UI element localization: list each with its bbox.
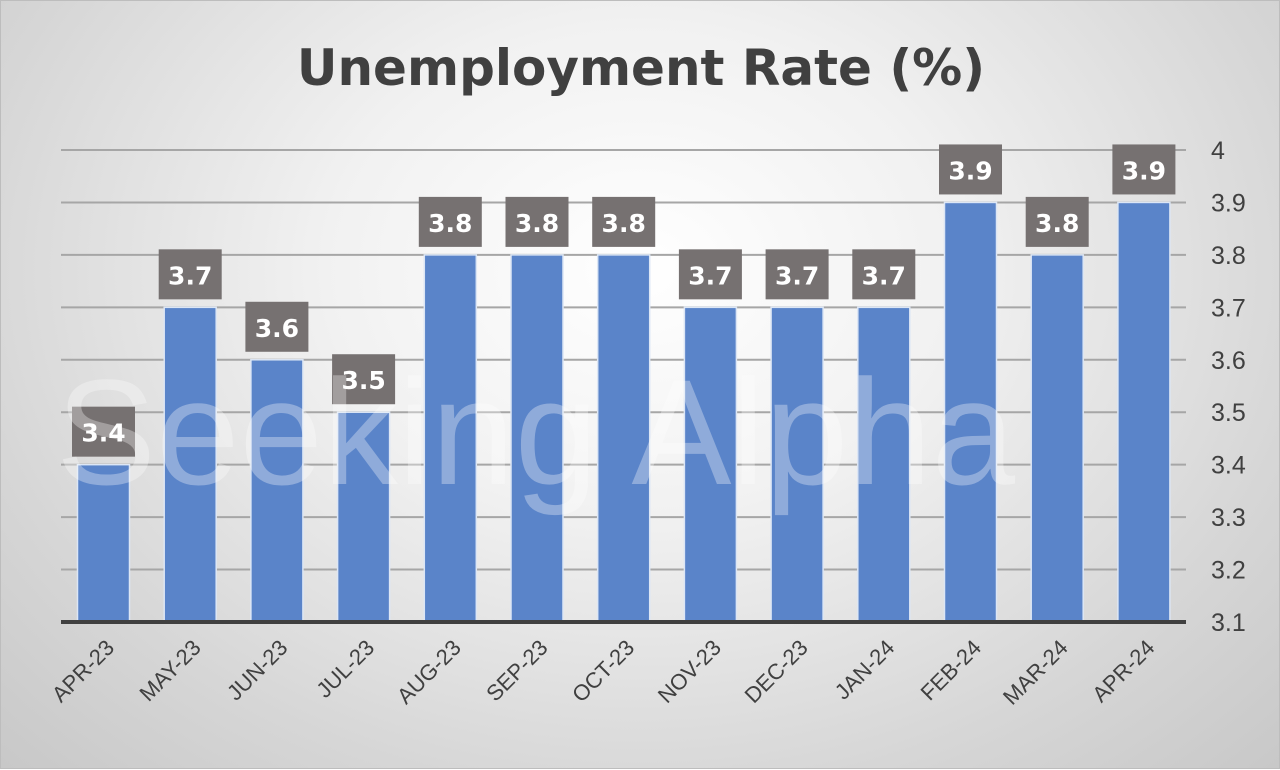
bar (510, 254, 564, 623)
x-tick-label: NOV-23 (653, 635, 726, 708)
x-tick-label: OCT-23 (567, 635, 639, 707)
data-label: 3.6 (255, 314, 299, 343)
data-label-box (678, 249, 742, 300)
data-label-box (592, 196, 656, 247)
data-label-box (1025, 196, 1089, 247)
y-tick-label: 4 (1211, 137, 1225, 165)
y-tick-label: 3.2 (1211, 557, 1246, 585)
bar (596, 254, 651, 623)
x-tick-label: MAY-23 (134, 635, 205, 706)
x-tick-label: AUG-23 (392, 635, 466, 709)
data-label: 3.7 (775, 261, 819, 290)
bar (76, 463, 131, 623)
data-label-box (765, 249, 829, 300)
y-tick-label: 3.9 (1211, 189, 1246, 217)
data-label: 3.8 (428, 209, 472, 238)
data-label-box (158, 249, 222, 300)
y-tick-label: 3.4 (1211, 452, 1246, 480)
data-label-box (939, 144, 1002, 195)
data-label-box (1112, 144, 1176, 195)
bar (683, 306, 738, 623)
data-label: 3.8 (602, 209, 646, 238)
y-tick-label: 3.8 (1211, 242, 1246, 270)
bar (250, 359, 304, 623)
data-label: 3.7 (862, 261, 906, 290)
data-label: 3.4 (81, 419, 125, 448)
data-label: 3.8 (1035, 209, 1079, 238)
data-label: 3.5 (341, 366, 385, 395)
chart-title: Unemployment Rate (%) (296, 39, 986, 97)
x-tick-label: FEB-24 (916, 635, 986, 705)
data-label-box (72, 406, 135, 457)
data-label-box (332, 354, 396, 405)
x-tick-label: MAR-24 (998, 635, 1073, 710)
x-tick-label: JAN-24 (830, 635, 900, 705)
data-label: 3.8 (515, 209, 559, 238)
data-label-box (245, 301, 309, 352)
y-tick-label: 3.7 (1211, 294, 1246, 322)
y-tick-label: 3.1 (1211, 609, 1246, 637)
bar (1117, 201, 1171, 623)
x-tick-label: APR-23 (47, 635, 119, 707)
data-label-box (505, 196, 569, 247)
data-label: 3.7 (168, 261, 212, 290)
bar (857, 306, 911, 623)
x-tick-label: JUL-23 (311, 635, 379, 703)
bar (770, 306, 824, 623)
bar (336, 411, 391, 623)
bar (1030, 254, 1084, 623)
data-label: 3.9 (1122, 156, 1166, 185)
data-label: 3.7 (688, 261, 732, 290)
x-tick-label: APR-24 (1087, 635, 1159, 707)
bar (423, 254, 478, 623)
y-tick-label: 3.6 (1211, 347, 1246, 375)
data-label-box (852, 249, 916, 300)
x-tick-label: SEP-23 (481, 635, 552, 706)
y-tick-label: 3.3 (1211, 504, 1246, 532)
y-tick-label: 3.5 (1211, 399, 1246, 427)
data-label: 3.9 (948, 156, 992, 185)
x-tick-label: JUN-23 (222, 635, 292, 705)
data-label-box (418, 196, 482, 247)
bar (943, 201, 998, 623)
x-tick-label: DEC-23 (740, 635, 813, 708)
bar (163, 306, 217, 623)
